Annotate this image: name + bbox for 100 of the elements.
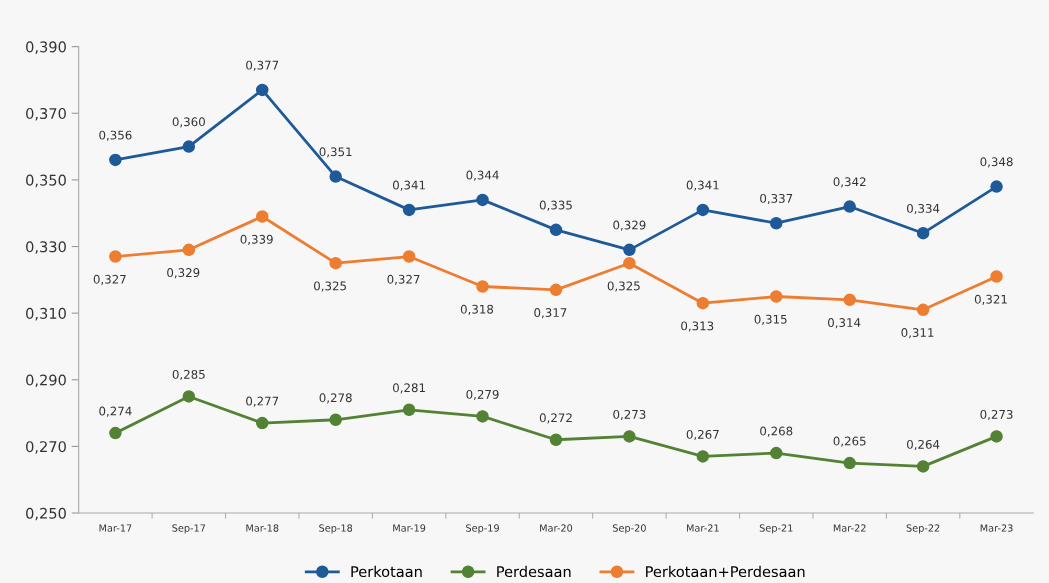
legend-label: Perdesaan <box>497 565 571 578</box>
data-label: 0,335 <box>539 200 572 211</box>
data-label: 0,327 <box>387 274 420 285</box>
data-label: 0,341 <box>686 180 719 191</box>
point <box>182 140 196 153</box>
y-tick-label: 0,290 <box>26 374 66 388</box>
x-tick-label: Mar-19 <box>393 524 426 532</box>
data-label: 0,285 <box>172 369 205 381</box>
point <box>109 250 122 263</box>
y-tick-label: 0,330 <box>26 241 66 254</box>
point <box>182 390 196 403</box>
point <box>623 430 636 443</box>
data-label: 0,318 <box>460 304 494 315</box>
x-tick-label: Mar-21 <box>686 524 719 532</box>
y-tick-label: 0,270 <box>26 441 66 454</box>
point <box>255 416 269 430</box>
data-label: 0,311 <box>901 328 934 339</box>
point <box>549 223 563 237</box>
legend-label: Perkotaan+Perdesaan <box>646 565 805 578</box>
data-label: 0,342 <box>833 177 866 188</box>
x-tick-label: Sep-19 <box>466 524 499 534</box>
x-tick-label: Sep-21 <box>759 524 793 534</box>
data-label: 0,334 <box>907 203 940 215</box>
point <box>990 180 1003 193</box>
data-label: 0,267 <box>686 429 719 441</box>
x-tick-label: Sep-20 <box>612 524 646 534</box>
point <box>182 243 196 257</box>
x-tick-label: Mar-23 <box>980 524 1013 532</box>
data-label: 0,360 <box>172 117 205 128</box>
point <box>476 410 489 423</box>
data-label: 0,315 <box>754 314 787 325</box>
point <box>696 450 710 463</box>
data-label: 0,339 <box>240 234 273 245</box>
point <box>916 460 930 473</box>
data-label: 0,356 <box>99 130 132 141</box>
point <box>843 293 856 307</box>
data-label: 0,277 <box>246 396 279 407</box>
data-label: 0,273 <box>613 409 646 421</box>
point <box>402 403 416 417</box>
data-label: 0,325 <box>607 281 640 292</box>
point <box>476 280 489 293</box>
point <box>549 283 563 297</box>
point <box>329 256 342 270</box>
data-label: 0,321 <box>974 294 1007 305</box>
point <box>843 456 856 470</box>
point <box>990 270 1003 283</box>
y-tick-label: 0,350 <box>26 174 66 188</box>
x-tick-label: Mar-20 <box>540 524 573 532</box>
data-label: 0,268 <box>760 426 793 437</box>
point <box>770 446 783 460</box>
point <box>623 243 636 257</box>
data-label: 0,313 <box>681 321 714 332</box>
point <box>255 83 269 97</box>
point <box>402 250 416 263</box>
y-tick-label: 0,390 <box>26 41 66 54</box>
point <box>623 256 636 270</box>
y-tick-label: 0,370 <box>26 107 66 121</box>
data-label: 0,327 <box>93 274 126 285</box>
data-label: 0,264 <box>907 439 940 451</box>
point <box>402 203 416 217</box>
data-label: 0,337 <box>760 193 793 205</box>
data-label: 0,281 <box>392 383 425 394</box>
point <box>329 170 342 183</box>
point <box>549 433 563 446</box>
point <box>990 430 1003 443</box>
x-tick-label: Sep-17 <box>172 524 206 534</box>
x-tick-label: Mar-22 <box>833 524 866 532</box>
data-label: 0,317 <box>534 308 567 319</box>
point <box>770 216 783 230</box>
point <box>770 290 783 303</box>
data-label: 0,265 <box>833 436 866 447</box>
legend-label: Perkotaan <box>351 565 422 578</box>
point <box>255 210 269 223</box>
point <box>916 303 930 317</box>
x-tick-label: Mar-18 <box>246 524 279 532</box>
data-label: 0,325 <box>314 281 346 292</box>
data-label: 0,344 <box>466 170 499 181</box>
point <box>476 193 489 207</box>
data-label: 0,278 <box>319 393 352 404</box>
data-label: 0,314 <box>828 318 861 329</box>
point <box>109 426 122 440</box>
data-label: 0,329 <box>167 268 200 279</box>
data-label: 0,329 <box>613 220 646 231</box>
data-label: 0,273 <box>980 409 1013 421</box>
data-label: 0,351 <box>319 147 352 158</box>
point <box>696 203 710 217</box>
point <box>843 200 856 213</box>
data-label: 0,341 <box>392 180 425 191</box>
y-tick-label: 0,250 <box>26 507 66 521</box>
point <box>109 153 122 167</box>
data-label: 0,274 <box>99 406 132 417</box>
data-label: 0,279 <box>466 389 499 401</box>
x-tick-label: Sep-22 <box>906 524 940 534</box>
x-tick-label: Mar-17 <box>99 524 132 532</box>
point <box>916 226 930 240</box>
point <box>329 413 342 427</box>
data-label: 0,272 <box>539 413 572 424</box>
point <box>696 296 710 310</box>
data-label: 0,377 <box>246 60 279 71</box>
data-label: 0,348 <box>980 157 1013 168</box>
